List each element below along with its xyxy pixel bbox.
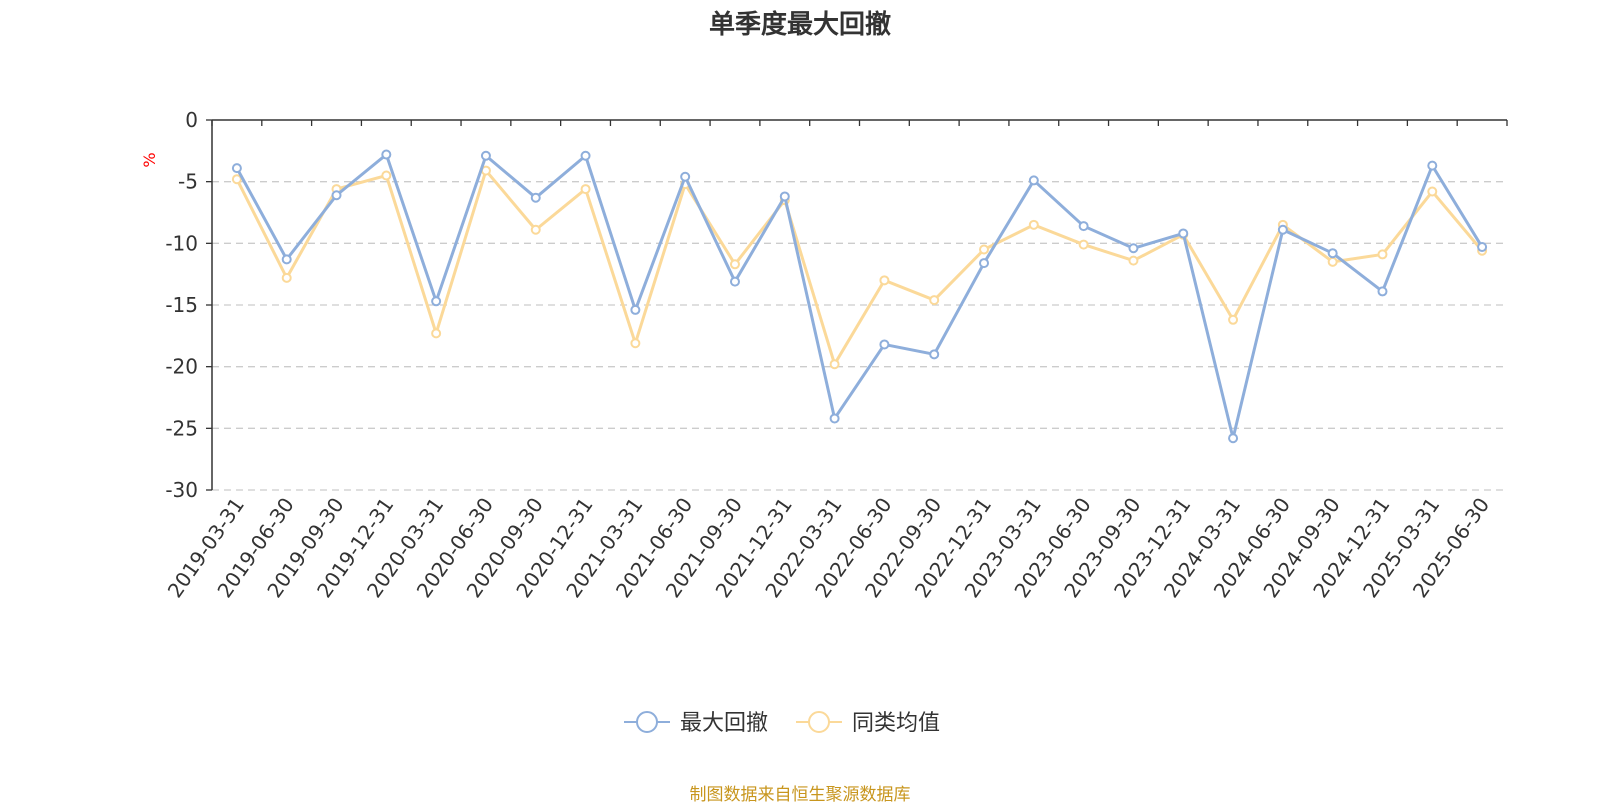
data-point bbox=[929, 349, 940, 360]
data-point bbox=[281, 254, 292, 265]
data-point bbox=[530, 224, 541, 235]
data-point bbox=[1228, 314, 1239, 325]
data-point bbox=[729, 259, 740, 270]
data-point bbox=[779, 191, 790, 202]
data-point bbox=[879, 339, 890, 350]
data-point bbox=[1277, 224, 1288, 235]
data-point bbox=[879, 275, 890, 286]
data-point bbox=[331, 190, 342, 201]
data-point bbox=[829, 413, 840, 424]
data-point bbox=[1078, 239, 1089, 250]
data-point bbox=[231, 174, 242, 185]
data-point bbox=[1128, 255, 1139, 266]
data-point bbox=[580, 150, 591, 161]
data-point bbox=[630, 304, 641, 315]
data-point bbox=[829, 359, 840, 370]
data-point bbox=[979, 258, 990, 269]
data-point bbox=[381, 170, 392, 181]
series-line bbox=[235, 169, 1484, 366]
data-point bbox=[1427, 160, 1438, 171]
data-point bbox=[1078, 221, 1089, 232]
legend-item: 同类均值 bbox=[796, 711, 940, 736]
data-point bbox=[580, 184, 591, 195]
chart-title: 单季度最大回撤 bbox=[708, 10, 891, 40]
data-point bbox=[381, 149, 392, 160]
data-point bbox=[231, 163, 242, 174]
y-axis-label: % bbox=[140, 152, 159, 167]
data-point bbox=[1427, 186, 1438, 197]
data-point bbox=[431, 296, 442, 307]
data-point bbox=[431, 328, 442, 339]
y-tick-label: -20 bbox=[165, 355, 198, 379]
data-point bbox=[680, 171, 691, 182]
data-point bbox=[729, 276, 740, 287]
data-point bbox=[1028, 175, 1039, 186]
data-point bbox=[1128, 243, 1139, 254]
y-tick-label: -25 bbox=[165, 416, 198, 440]
y-tick-label: -30 bbox=[165, 478, 198, 502]
data-point bbox=[1477, 242, 1488, 253]
data-point bbox=[1377, 286, 1388, 297]
y-tick-label: -15 bbox=[165, 293, 198, 317]
data-point bbox=[1178, 228, 1189, 239]
source-note: 制图数据来自恒生聚源数据库 bbox=[689, 785, 911, 805]
series-1 bbox=[231, 165, 1488, 370]
y-tick-label: -10 bbox=[165, 231, 198, 255]
data-point bbox=[1228, 433, 1239, 444]
data-point bbox=[1327, 248, 1338, 259]
y-tick-label: 0 bbox=[185, 108, 198, 132]
series-line bbox=[235, 153, 1484, 440]
data-point bbox=[480, 150, 491, 161]
legend-label: 同类均值 bbox=[852, 711, 940, 736]
data-point bbox=[630, 338, 641, 349]
legend-marker bbox=[636, 711, 658, 733]
data-point bbox=[1377, 249, 1388, 260]
data-point bbox=[929, 295, 940, 306]
legend-marker bbox=[808, 711, 830, 733]
data-point bbox=[530, 192, 541, 203]
data-point bbox=[1028, 219, 1039, 230]
legend-label: 最大回撤 bbox=[680, 711, 768, 736]
series-0 bbox=[231, 149, 1488, 444]
y-tick-label: -5 bbox=[178, 170, 198, 194]
legend-item: 最大回撤 bbox=[624, 711, 768, 736]
data-point bbox=[1327, 256, 1338, 267]
data-point bbox=[281, 272, 292, 283]
data-point bbox=[979, 244, 990, 255]
